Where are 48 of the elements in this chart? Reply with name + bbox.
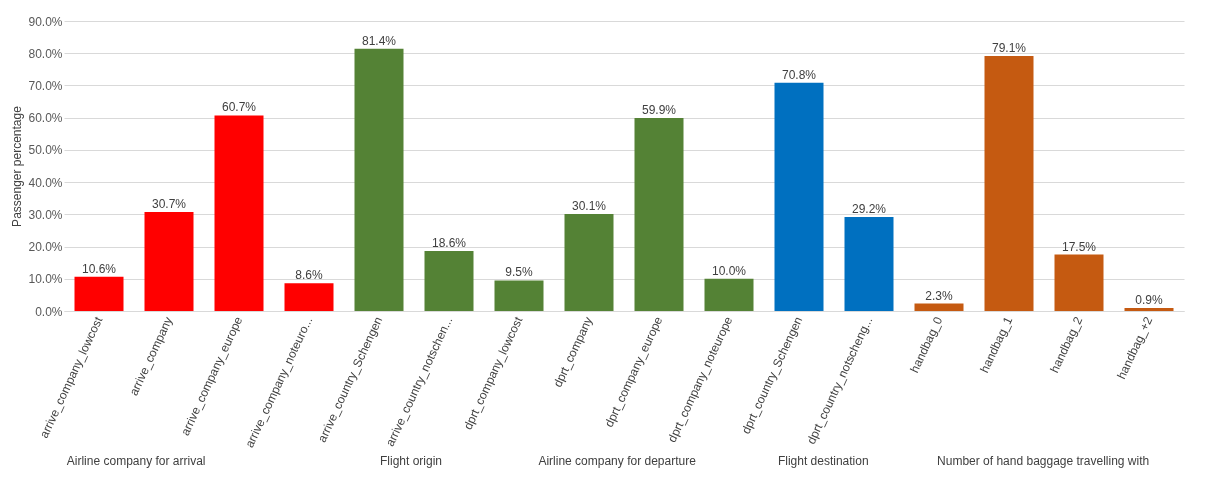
data-label: 9.5%	[505, 265, 533, 280]
y-tick-label: 90.0%	[28, 14, 63, 29]
data-label: 29.2%	[851, 201, 887, 216]
data-label: 60.7%	[221, 100, 257, 115]
bar	[354, 48, 404, 311]
text: Number of hand baggage travelling with	[937, 454, 1150, 468]
text: Airline company for departure	[538, 454, 697, 468]
data-label: 59.9%	[641, 102, 677, 117]
data-label: 0.9%	[1135, 293, 1163, 308]
text: Flight destination	[777, 454, 869, 468]
y-axis-title: Passenger percentage	[10, 105, 25, 227]
y-tick-label: 10.0%	[28, 272, 63, 287]
bar	[1054, 254, 1104, 311]
y-tick-label: 60.0%	[28, 111, 63, 126]
y-tick-label: 40.0%	[28, 175, 63, 190]
data-label: 30.1%	[571, 199, 607, 214]
bar	[1124, 308, 1174, 311]
data-label: 17.5%	[1061, 239, 1097, 254]
data-label: 8.6%	[295, 268, 323, 283]
bar	[144, 212, 194, 311]
data-label: 70.8%	[781, 67, 817, 82]
y-tick-label: 70.0%	[28, 78, 63, 93]
bar	[74, 276, 124, 311]
data-label: 10.6%	[81, 261, 117, 276]
data-label: 30.7%	[151, 197, 187, 212]
bar	[774, 82, 824, 311]
bar	[214, 115, 264, 311]
bar	[634, 117, 684, 311]
y-tick-label: 0.0%	[35, 304, 63, 319]
bar	[564, 214, 614, 311]
data-label: 10.0%	[711, 263, 747, 278]
bar	[914, 303, 964, 311]
bar	[284, 283, 334, 311]
bar	[494, 280, 544, 311]
text: Airline company for arrival	[66, 454, 206, 468]
y-tick-label: 80.0%	[28, 46, 63, 61]
data-label: 79.1%	[991, 41, 1027, 56]
y-tick-label: 50.0%	[28, 143, 63, 158]
bar	[704, 278, 754, 311]
bar	[424, 251, 474, 311]
bar	[984, 56, 1034, 311]
y-tick-label: 30.0%	[28, 207, 63, 222]
data-label: 2.3%	[925, 288, 953, 303]
data-label: 18.6%	[431, 236, 467, 251]
bar	[844, 216, 894, 311]
text: Flight origin	[379, 454, 443, 468]
y-tick-label: 20.0%	[28, 240, 63, 255]
data-label: 81.4%	[361, 33, 397, 48]
